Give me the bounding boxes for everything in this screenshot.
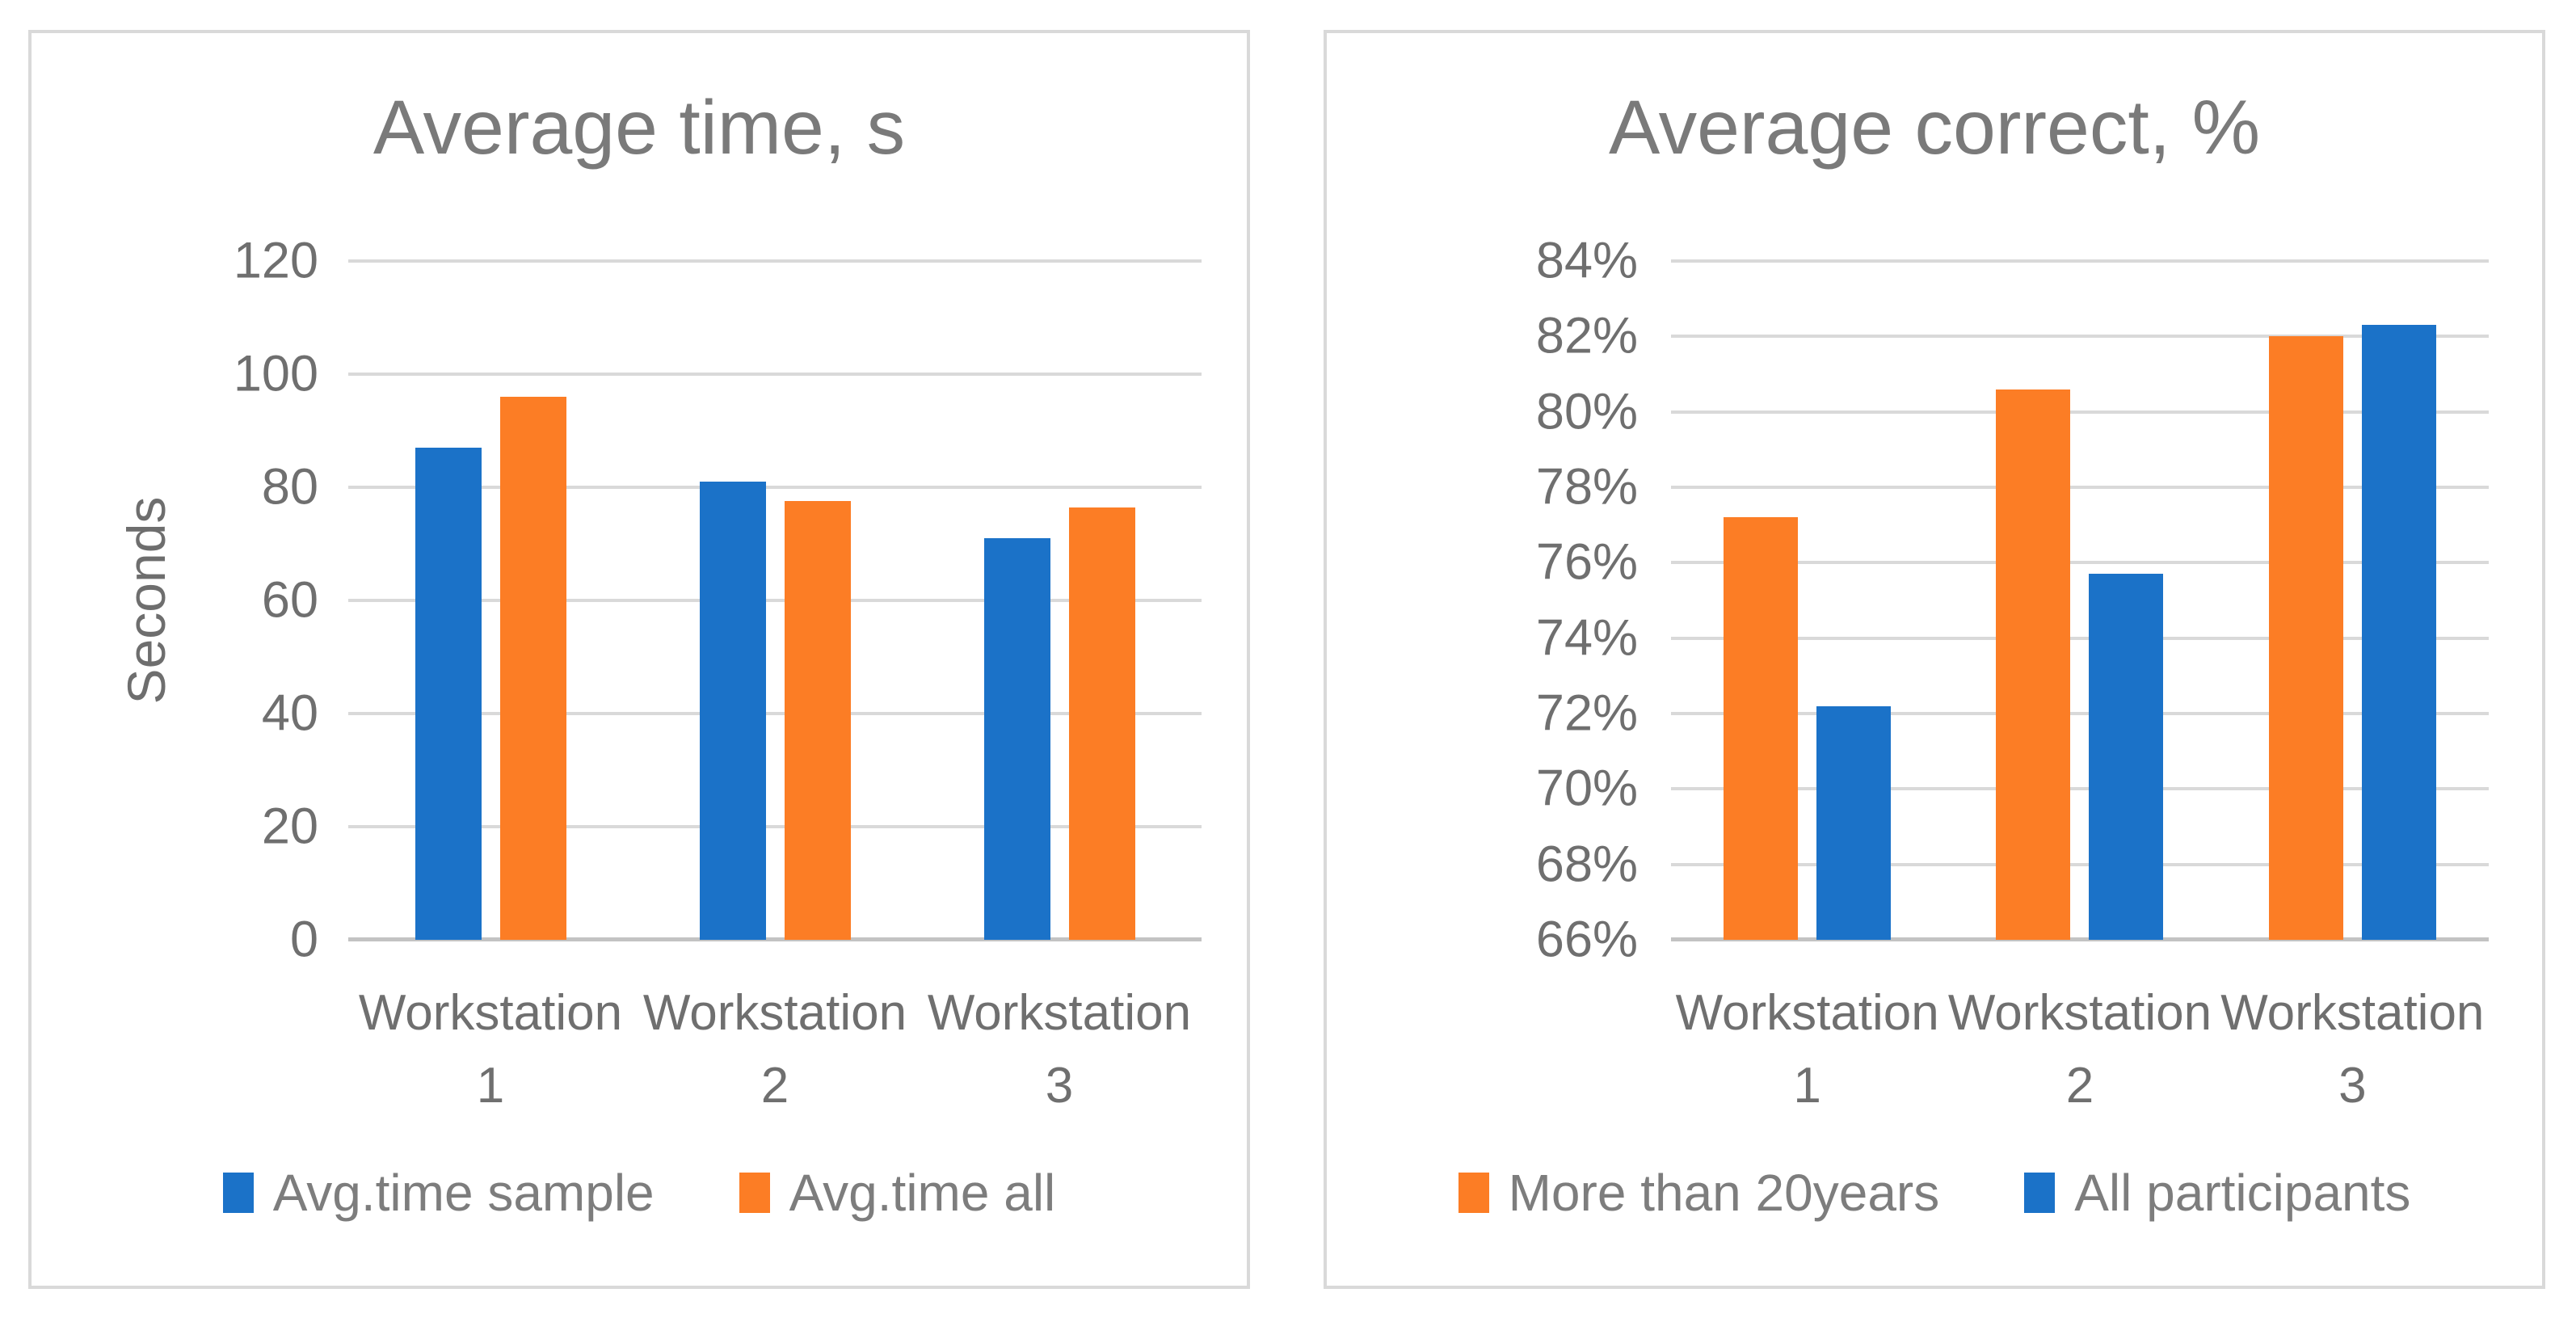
y-gridline xyxy=(1671,410,2489,414)
bar-group xyxy=(983,261,1135,940)
x-axis-category-labels: Workstation 1 Workstation 2 Workstation 3 xyxy=(348,977,1202,1122)
bar xyxy=(2361,325,2436,940)
bar xyxy=(784,500,851,940)
y-axis-tick-labels: 0 20 40 60 80 100 120 xyxy=(128,235,318,965)
chart-title: Average time, s xyxy=(373,85,906,171)
y-gridline xyxy=(348,599,1202,602)
legend: More than 20years All participants xyxy=(1327,1156,2542,1229)
bar xyxy=(2089,574,2164,940)
legend-item: More than 20years xyxy=(1458,1163,1940,1223)
y-tick-label: 76% xyxy=(1535,533,1638,591)
x-axis-line xyxy=(1671,937,2489,941)
legend-swatch-icon xyxy=(222,1173,254,1213)
y-gridline xyxy=(1671,862,2489,866)
y-gridline xyxy=(348,825,1202,829)
bar xyxy=(1724,517,1799,940)
y-tick-label: 84% xyxy=(1535,232,1638,289)
bar xyxy=(1996,389,2071,940)
bar xyxy=(499,397,566,940)
average-time-chart-panel: Average time, s Seconds 0 20 40 60 80 100 120 … xyxy=(28,30,1250,1289)
bars-layer xyxy=(1671,261,2489,940)
y-gridline xyxy=(1671,486,2489,490)
legend-label: Avg.time all xyxy=(789,1164,1056,1222)
y-tick-label: 74% xyxy=(1535,609,1638,667)
legend-label: More than 20years xyxy=(1508,1164,1940,1222)
legend-swatch-icon xyxy=(2024,1173,2056,1213)
legend-item: All participants xyxy=(2024,1163,2410,1223)
bar xyxy=(699,482,766,940)
y-tick-label: 80 xyxy=(261,458,318,516)
x-category-label: Workstation 1 xyxy=(1675,985,1939,1114)
y-tick-label: 0 xyxy=(289,911,318,968)
y-tick-label: 68% xyxy=(1535,836,1638,893)
x-category-label: Workstation 3 xyxy=(927,985,1192,1114)
y-gridline xyxy=(1671,636,2489,640)
y-tick-label: 72% xyxy=(1535,684,1638,742)
bar-group xyxy=(2268,261,2436,940)
legend: Avg.time sample Avg.time all xyxy=(32,1156,1247,1229)
legend-label: All participants xyxy=(2074,1164,2411,1222)
y-tick-label: 120 xyxy=(233,232,318,289)
y-tick-label: 20 xyxy=(261,798,318,855)
bar-group xyxy=(1724,261,1892,940)
bars-layer xyxy=(348,261,1202,940)
x-category-label: Workstation 1 xyxy=(358,985,623,1114)
bar xyxy=(2268,336,2343,940)
y-tick-label: 70% xyxy=(1535,760,1638,817)
y-gridline xyxy=(1671,787,2489,791)
bar xyxy=(983,538,1050,940)
bar-group xyxy=(415,261,566,940)
y-tick-label: 60 xyxy=(261,571,318,629)
bar xyxy=(415,448,482,940)
y-gridline xyxy=(348,373,1202,376)
bar-group xyxy=(699,261,851,940)
y-gridline xyxy=(348,486,1202,490)
y-gridline xyxy=(1671,561,2489,565)
y-axis-tick-labels: 66% 68% 70% 72% 74% 76% 78% 80% 82% 84% xyxy=(1424,235,1638,965)
y-gridline xyxy=(348,712,1202,716)
x-category-label: Workstation 2 xyxy=(1947,985,2212,1114)
bar xyxy=(1068,507,1135,940)
bar xyxy=(1816,705,1892,940)
y-tick-label: 82% xyxy=(1535,307,1638,364)
x-axis-line xyxy=(348,937,1202,941)
y-gridline xyxy=(1671,259,2489,263)
plot-area xyxy=(1671,259,2489,941)
y-gridline xyxy=(348,259,1202,263)
plot-area xyxy=(348,259,1202,941)
y-gridline xyxy=(1671,335,2489,339)
y-tick-label: 66% xyxy=(1535,911,1638,968)
legend-item: Avg.time all xyxy=(739,1163,1056,1223)
y-gridline xyxy=(1671,712,2489,716)
legend-swatch-icon xyxy=(1458,1173,1489,1213)
chart-title: Average correct, % xyxy=(1608,85,2261,171)
legend-swatch-icon xyxy=(739,1173,770,1213)
legend-label: Avg.time sample xyxy=(272,1164,655,1222)
average-correct-chart-panel: Average correct, % 66% 68% 70% 72% 74% 76% 78%… xyxy=(1324,30,2545,1289)
y-tick-label: 40 xyxy=(261,684,318,742)
y-tick-label: 80% xyxy=(1535,383,1638,440)
x-axis-category-labels: Workstation 1 Workstation 2 Workstation 3 xyxy=(1671,977,2489,1122)
x-category-label: Workstation 2 xyxy=(642,985,907,1114)
y-tick-label: 78% xyxy=(1535,458,1638,516)
y-tick-label: 100 xyxy=(233,345,318,402)
bar-group xyxy=(1996,261,2164,940)
legend-item: Avg.time sample xyxy=(222,1163,655,1223)
x-category-label: Workstation 3 xyxy=(2220,985,2485,1114)
